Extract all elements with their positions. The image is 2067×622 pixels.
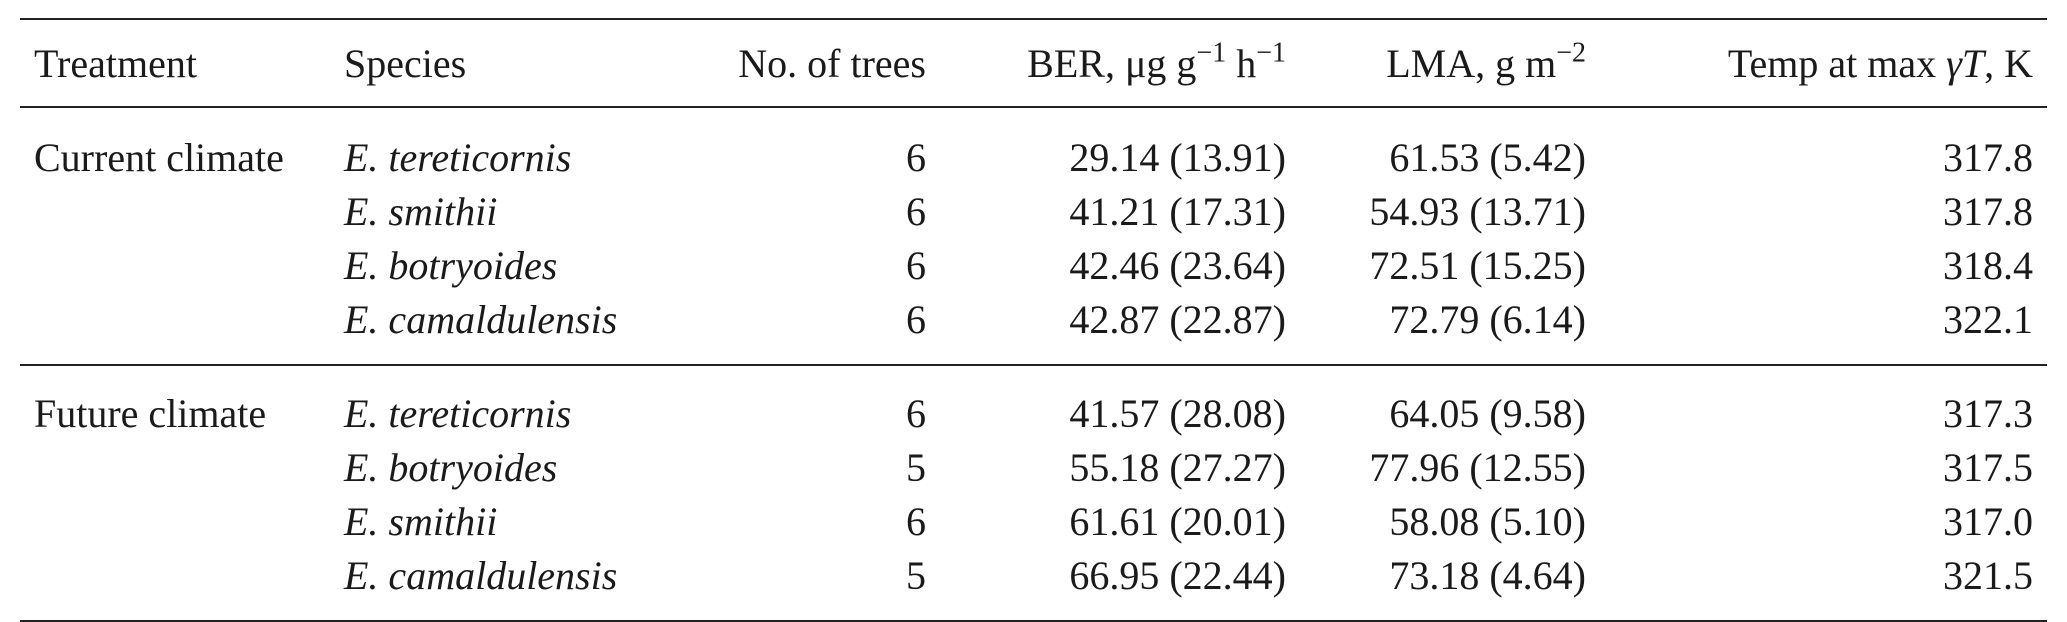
lma-cell: 72.79 (6.14) — [1389, 296, 1586, 342]
temp-cell: 317.8 — [1943, 134, 2033, 180]
trees-cell: 6 — [906, 296, 926, 342]
temp-cell: 322.1 — [1943, 296, 2033, 342]
header-ber-prefix: BER, μg g — [1027, 40, 1197, 86]
lma-cell: 64.05 (9.58) — [1389, 390, 1586, 436]
header-no-of-trees: No. of trees — [738, 40, 926, 86]
header-ber-mid: h — [1226, 40, 1257, 86]
ber-cell: 41.21 (17.31) — [1069, 188, 1286, 234]
table-row: E. botryoides 6 42.46 (23.64) 72.51 (15.… — [20, 238, 2047, 292]
lma-cell: 54.93 (13.71) — [1369, 188, 1586, 234]
lma-cell: 77.96 (12.55) — [1369, 444, 1586, 490]
ber-cell: 66.95 (22.44) — [1069, 552, 1286, 598]
ber-cell: 42.46 (23.64) — [1069, 242, 1286, 288]
data-table-container: Treatment Species No. of trees BER, μg g… — [20, 18, 2047, 622]
header-ber: BER, μg g−1 h−1 — [940, 19, 1300, 107]
ber-cell: 55.18 (27.27) — [1069, 444, 1286, 490]
header-row: Treatment Species No. of trees BER, μg g… — [20, 19, 2047, 107]
table-group-current-climate: Current climate E. tereticornis 6 29.14 … — [20, 107, 2047, 365]
header-lma-prefix: LMA, g m — [1386, 40, 1557, 86]
table-row: Future climate E. tereticornis 6 41.57 (… — [20, 365, 2047, 440]
temp-cell: 317.5 — [1943, 444, 2033, 490]
trees-cell: 6 — [906, 498, 926, 544]
header-treatment: Treatment — [34, 40, 197, 86]
treatment-empty-cell — [20, 184, 330, 238]
lma-cell: 58.08 (5.10) — [1389, 498, 1586, 544]
treatment-empty-cell — [20, 292, 330, 365]
header-temp-at-max: Temp at max γT, K — [1600, 19, 2047, 107]
lma-cell: 61.53 (5.42) — [1389, 134, 1586, 180]
species-cell: E. tereticornis — [344, 390, 572, 436]
species-cell: E. camaldulensis — [344, 296, 618, 342]
treatment-empty-cell — [20, 238, 330, 292]
trees-cell: 6 — [906, 390, 926, 436]
table-row: E. camaldulensis 5 66.95 (22.44) 73.18 (… — [20, 548, 2047, 621]
species-cell: E. botryoides — [344, 242, 558, 288]
table-row: E. botryoides 5 55.18 (27.27) 77.96 (12.… — [20, 440, 2047, 494]
temp-cell: 318.4 — [1943, 242, 2033, 288]
species-cell: E. camaldulensis — [344, 552, 618, 598]
treatment-empty-cell — [20, 494, 330, 548]
species-cell: E. smithii — [344, 188, 498, 234]
header-temp-symbol: γT — [1946, 40, 1985, 86]
table-group-future-climate: Future climate E. tereticornis 6 41.57 (… — [20, 365, 2047, 621]
table-row: E. smithii 6 61.61 (20.01) 58.08 (5.10) … — [20, 494, 2047, 548]
trees-cell: 5 — [906, 552, 926, 598]
treatment-empty-cell — [20, 548, 330, 621]
species-climate-table: Treatment Species No. of trees BER, μg g… — [20, 18, 2047, 622]
lma-cell: 72.51 (15.25) — [1369, 242, 1586, 288]
header-temp-prefix: Temp at max — [1727, 40, 1947, 86]
trees-cell: 6 — [906, 188, 926, 234]
trees-cell: 6 — [906, 134, 926, 180]
header-lma-exponent: −2 — [1556, 37, 1586, 69]
temp-cell: 321.5 — [1943, 552, 2033, 598]
ber-cell: 29.14 (13.91) — [1069, 134, 1286, 180]
treatment-label: Future climate — [34, 390, 267, 436]
ber-cell: 61.61 (20.01) — [1069, 498, 1286, 544]
trees-cell: 5 — [906, 444, 926, 490]
temp-cell: 317.3 — [1943, 390, 2033, 436]
temp-cell: 317.0 — [1943, 498, 2033, 544]
header-temp-suffix: , K — [1984, 40, 2033, 86]
header-ber-exponent-1: −1 — [1196, 37, 1227, 69]
treatment-empty-cell — [20, 440, 330, 494]
header-species: Species — [344, 40, 467, 86]
trees-cell: 6 — [906, 242, 926, 288]
lma-cell: 73.18 (4.64) — [1389, 552, 1586, 598]
ber-cell: 42.87 (22.87) — [1069, 296, 1286, 342]
table-row: E. camaldulensis 6 42.87 (22.87) 72.79 (… — [20, 292, 2047, 365]
species-cell: E. botryoides — [344, 444, 558, 490]
table-header: Treatment Species No. of trees BER, μg g… — [20, 19, 2047, 107]
table-row: E. smithii 6 41.21 (17.31) 54.93 (13.71)… — [20, 184, 2047, 238]
species-cell: E. smithii — [344, 498, 498, 544]
table-row: Current climate E. tereticornis 6 29.14 … — [20, 107, 2047, 184]
header-ber-exponent-2: −1 — [1256, 37, 1286, 69]
temp-cell: 317.8 — [1943, 188, 2033, 234]
treatment-label: Current climate — [34, 134, 284, 180]
header-lma: LMA, g m−2 — [1300, 19, 1600, 107]
ber-cell: 41.57 (28.08) — [1069, 390, 1286, 436]
species-cell: E. tereticornis — [344, 134, 572, 180]
